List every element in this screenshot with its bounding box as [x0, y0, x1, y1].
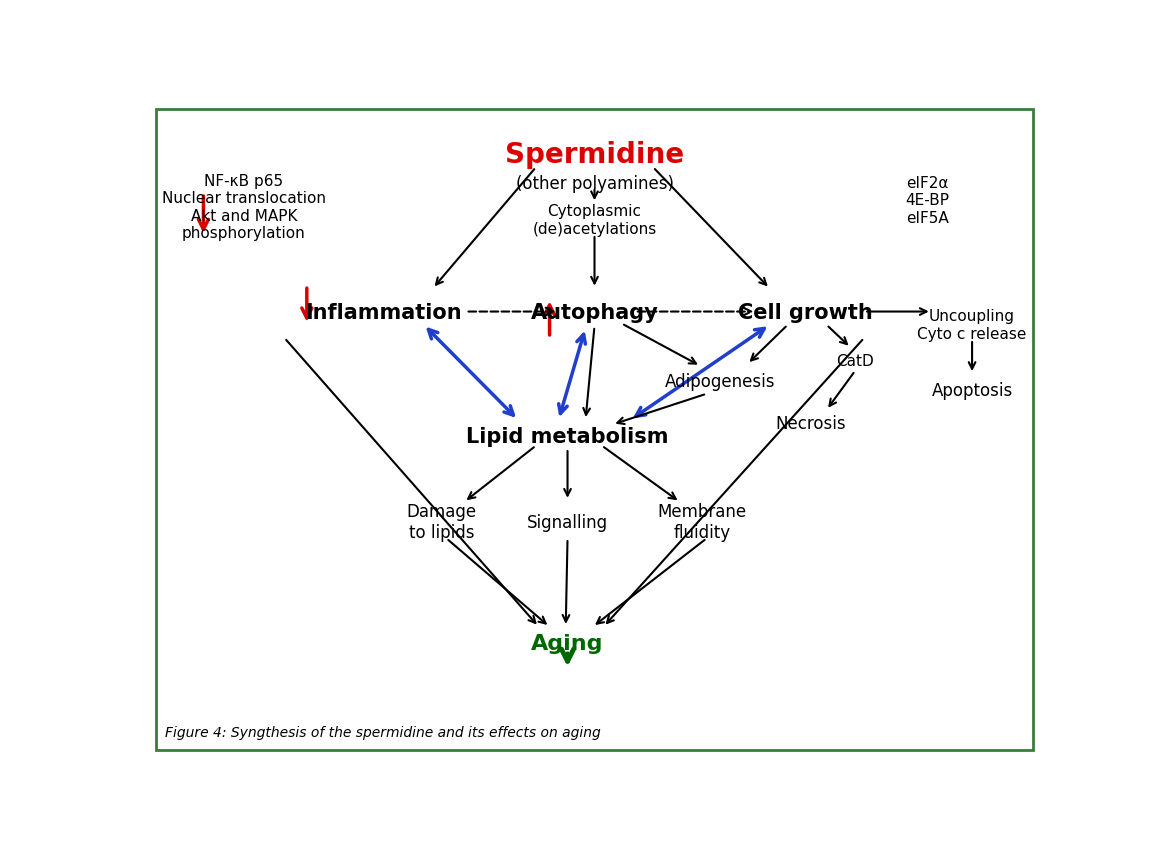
Text: Necrosis: Necrosis	[775, 415, 846, 433]
Text: Membrane
fluidity: Membrane fluidity	[658, 503, 747, 542]
Text: Cytoplasmic
(de)acetylations: Cytoplasmic (de)acetylations	[532, 204, 657, 237]
Text: Cell growth: Cell growth	[739, 302, 873, 322]
Text: Uncoupling
Cyto c release: Uncoupling Cyto c release	[918, 309, 1027, 342]
Text: Inflammation: Inflammation	[305, 302, 462, 322]
Text: Spermidine: Spermidine	[505, 141, 684, 169]
Text: eIF2α
4E-BP
eIF5A: eIF2α 4E-BP eIF5A	[905, 176, 949, 226]
Text: Lipid metabolism: Lipid metabolism	[466, 427, 669, 446]
Text: Figure 4: Syngthesis of the spermidine and its effects on aging: Figure 4: Syngthesis of the spermidine a…	[165, 725, 601, 739]
Text: CatD: CatD	[836, 354, 875, 369]
Text: Apoptosis: Apoptosis	[931, 382, 1013, 400]
Text: Adipogenesis: Adipogenesis	[665, 372, 776, 390]
Text: Damage
to lipids: Damage to lipids	[407, 503, 477, 542]
Text: (other polyamines): (other polyamines)	[515, 176, 674, 193]
Text: Signalling: Signalling	[527, 513, 608, 531]
Text: NF-κB p65
Nuclear translocation
Akt and MAPK
phosphorylation: NF-κB p65 Nuclear translocation Akt and …	[162, 174, 326, 241]
Text: Aging: Aging	[531, 634, 603, 653]
Text: Autophagy: Autophagy	[530, 302, 659, 322]
